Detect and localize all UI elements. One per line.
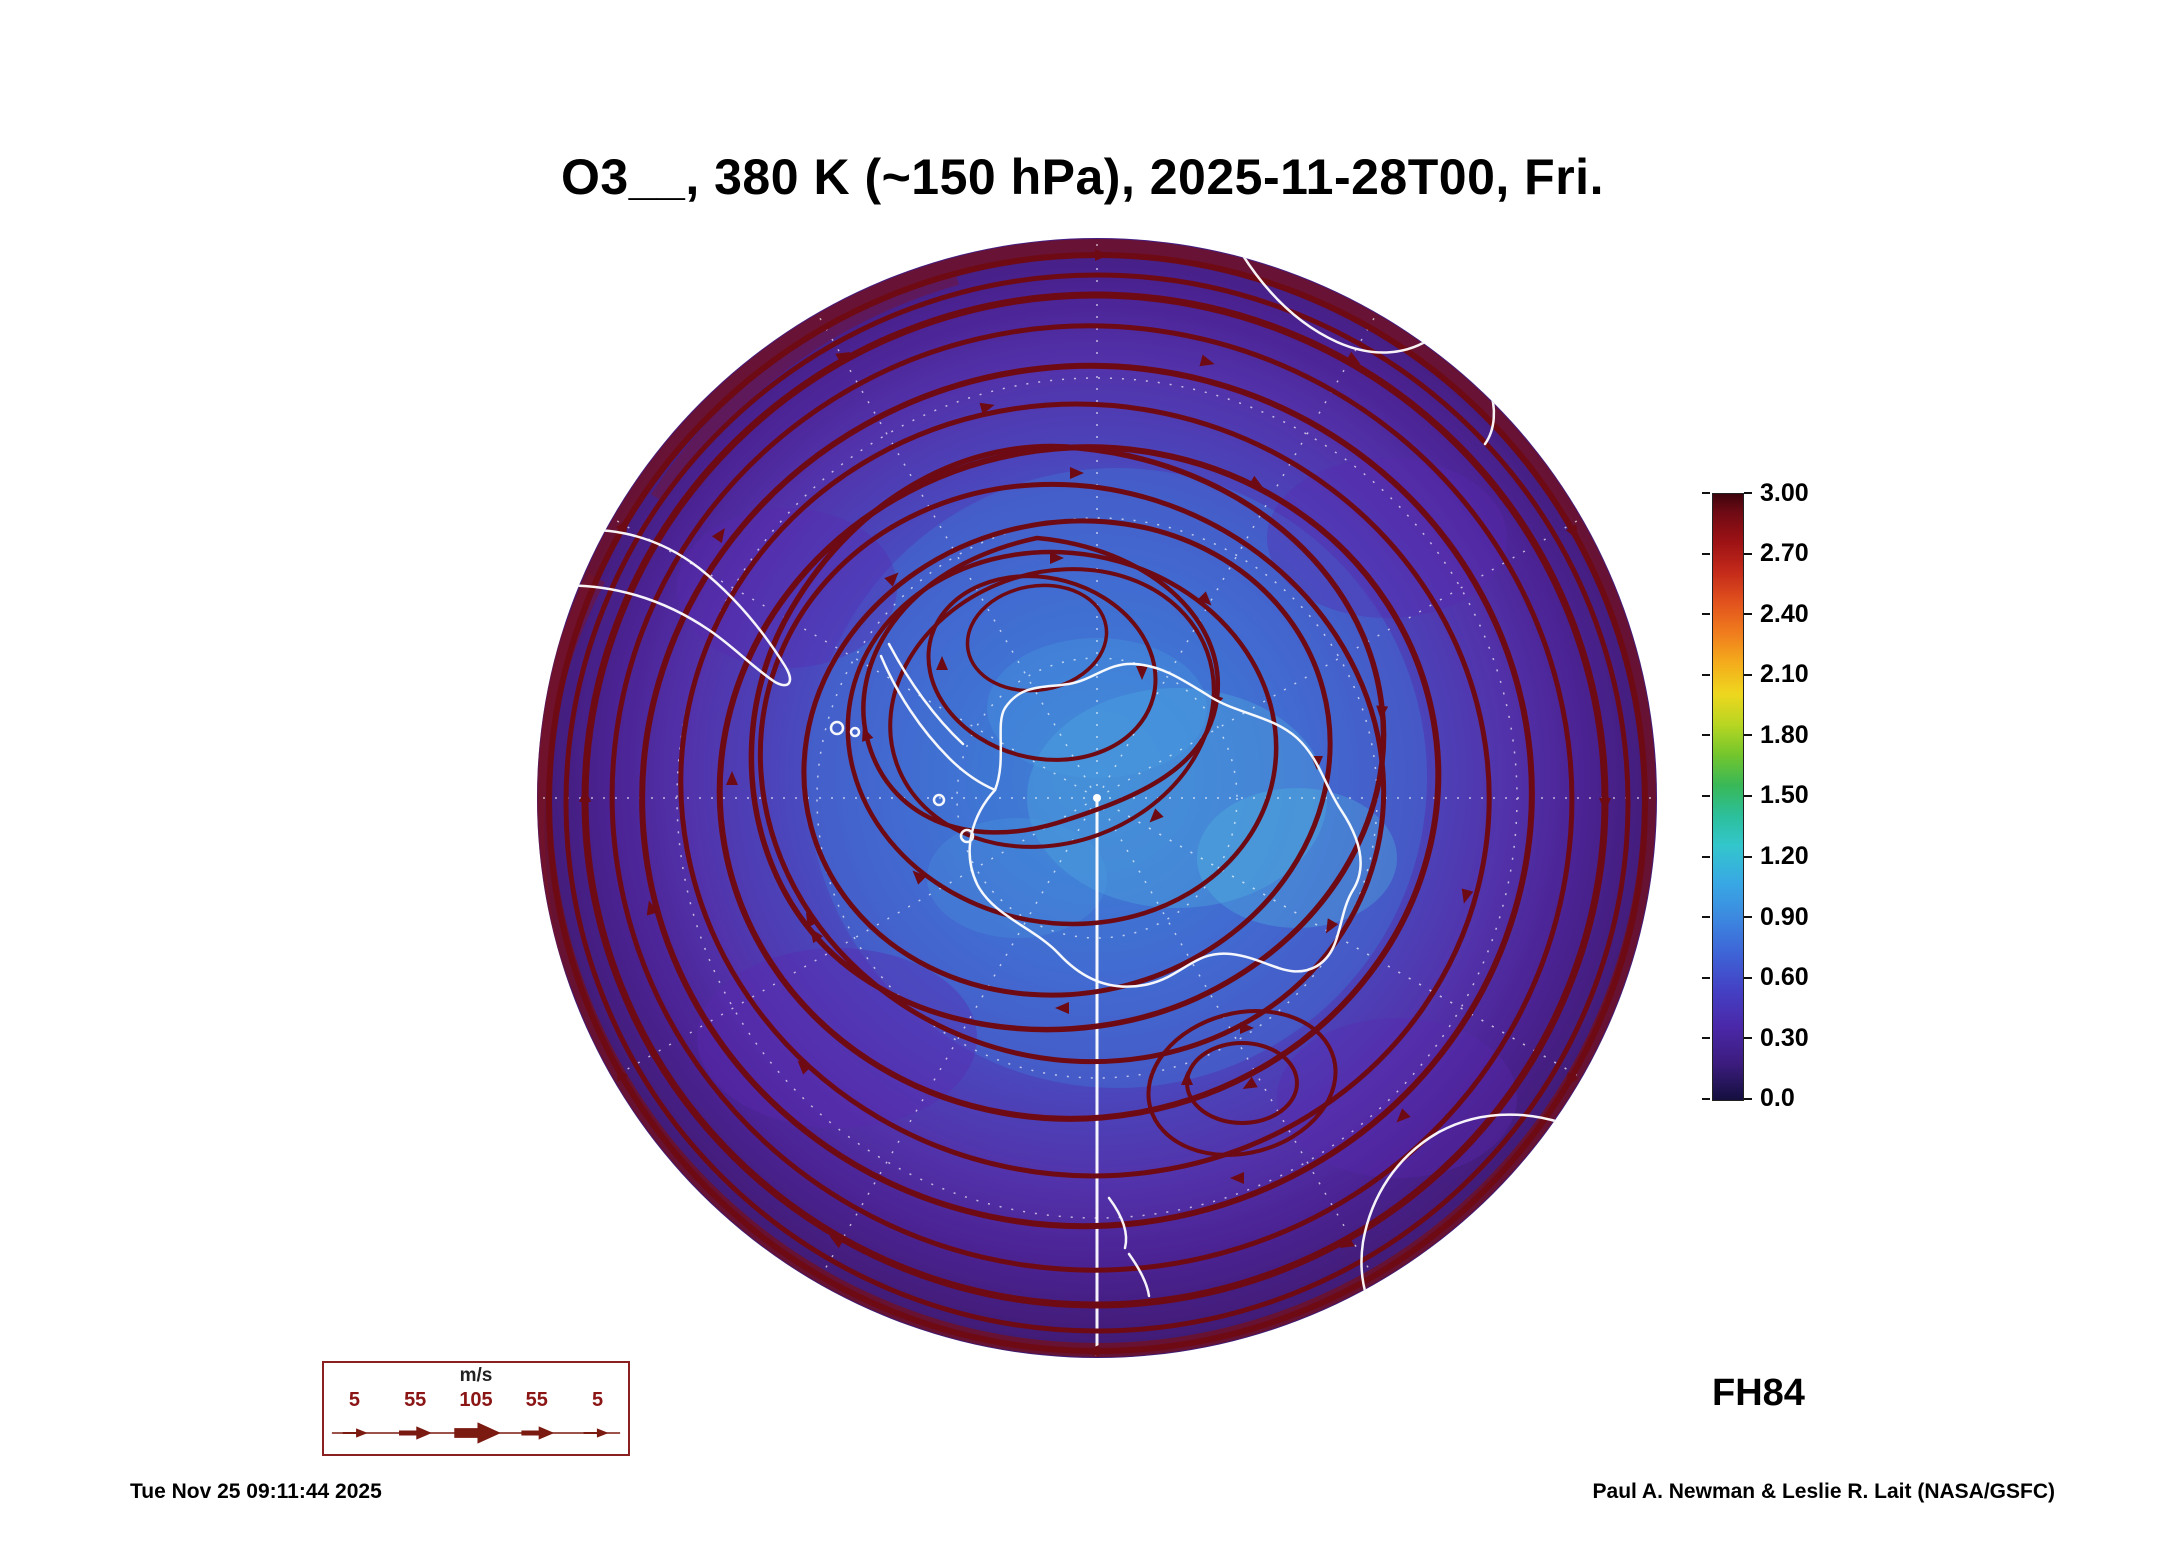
antarctic-peninsula — [879, 654, 997, 792]
antarctica-coast — [968, 662, 1362, 988]
forecast-hour-label: FH84 — [1712, 1372, 1805, 1414]
south-pole-marker — [1093, 794, 1101, 802]
wind-arrow-scale — [331, 1422, 621, 1444]
colorbar-tick: 1.80 — [1744, 721, 1809, 749]
colorbar-tick: 2.70 — [1744, 539, 1809, 567]
colorbar: 3.00 2.70 2.40 2.10 1.80 1.50 1.20 0.90 … — [1702, 479, 1912, 1120]
colorbar-tick: 0.0 — [1744, 1084, 1809, 1112]
colorbar-left-ticks — [1702, 480, 1710, 1112]
colorbar-tick: 1.50 — [1744, 781, 1809, 809]
wind-speed-label: 5 — [592, 1389, 604, 1411]
colorbar-tick: 2.10 — [1744, 660, 1809, 688]
colorbar-tick: 3.00 — [1744, 479, 1809, 507]
colorbar-tick-labels: 3.00 2.70 2.40 2.10 1.80 1.50 1.20 0.90 … — [1744, 479, 1809, 1113]
colorbar-gradient — [1712, 493, 1744, 1101]
south-america-coast — [543, 528, 792, 687]
colorbar-tick: 0.30 — [1744, 1024, 1809, 1052]
wind-legend-speeds: 5 55 105 55 5 — [324, 1389, 628, 1413]
wind-speed-label: 55 — [525, 1389, 548, 1411]
wind-speed-legend: m/s 5 55 105 55 5 — [322, 1361, 630, 1456]
colorbar-tick: 0.60 — [1744, 963, 1809, 991]
wind-speed-label: 5 — [348, 1389, 360, 1411]
wind-legend-units: m/s — [459, 1365, 493, 1386]
new-zealand-coast — [1107, 1196, 1128, 1250]
polar-map — [537, 238, 1657, 1358]
figure-title: O3__, 380 K (~150 hPa), 2025-11-28T00, F… — [561, 149, 1604, 205]
wind-speed-label: 105 — [459, 1389, 493, 1411]
wind-speed-label: 55 — [404, 1389, 427, 1411]
generation-timestamp: Tue Nov 25 09:11:44 2025 — [130, 1480, 382, 1503]
colorbar-tick: 2.40 — [1744, 600, 1809, 628]
colorbar-tick: 1.20 — [1744, 842, 1809, 870]
credit-line: Paul A. Newman & Leslie R. Lait (NASA/GS… — [1592, 1480, 2055, 1503]
colorbar-tick: 0.90 — [1744, 903, 1809, 931]
